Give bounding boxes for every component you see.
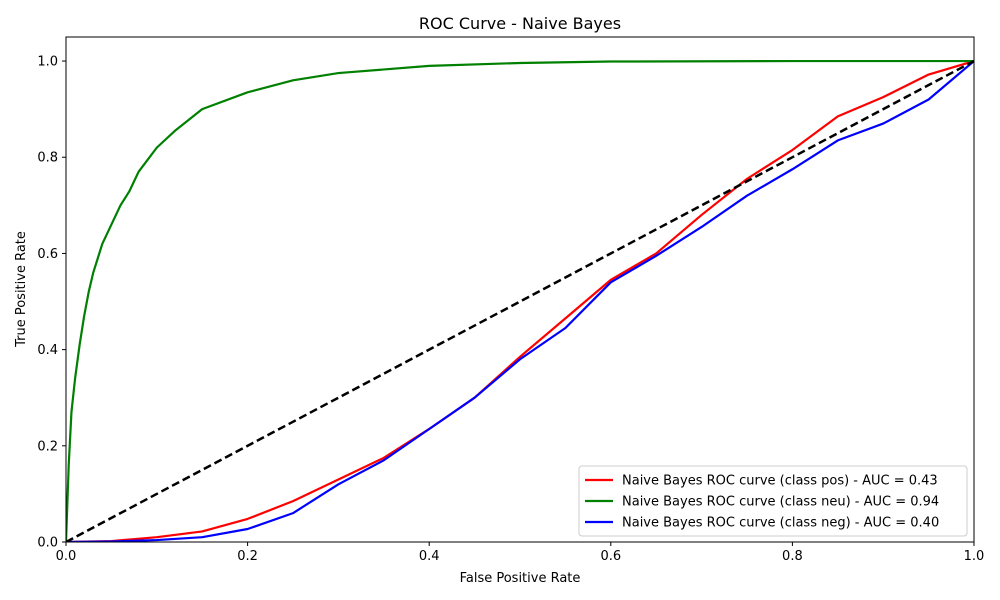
series-line-1 bbox=[66, 59, 974, 542]
legend-label: Naive Bayes ROC curve (class pos) - AUC … bbox=[622, 474, 938, 489]
y-axis-label: True Positive Rate bbox=[14, 231, 29, 348]
series-line-2 bbox=[66, 60, 974, 542]
legend-box bbox=[578, 465, 968, 537]
chance-diagonal-line bbox=[66, 59, 974, 542]
y-tick-label: 0.8 bbox=[37, 151, 58, 166]
y-tick-label: 0.0 bbox=[37, 536, 58, 551]
y-axis-ticks: 0.0 0.2 0.4 0.6 0.8 1.0 bbox=[37, 55, 66, 551]
x-tick-label: 0.0 bbox=[56, 549, 77, 564]
x-tick-label: 0.2 bbox=[237, 549, 258, 564]
x-axis-ticks: 0.0 0.2 0.4 0.6 0.8 1.0 bbox=[56, 542, 985, 564]
series-line-0 bbox=[66, 59, 974, 542]
y-tick-label: 0.6 bbox=[37, 247, 58, 262]
y-tick-label: 0.2 bbox=[37, 439, 58, 454]
legend-label: Naive Bayes ROC curve (class neu) - AUC … bbox=[622, 495, 939, 510]
x-tick-label: 0.4 bbox=[419, 549, 440, 564]
x-tick-label: 1.0 bbox=[964, 549, 985, 564]
x-axis-label: False Positive Rate bbox=[460, 571, 581, 586]
axes-frame bbox=[65, 36, 975, 543]
chart-title: ROC Curve - Naive Bayes bbox=[419, 14, 621, 33]
legend: Naive Bayes ROC curve (class pos) - AUC … bbox=[578, 465, 968, 537]
plot-area bbox=[65, 36, 975, 543]
x-tick-label: 0.8 bbox=[782, 549, 803, 564]
y-tick-label: 0.4 bbox=[37, 343, 58, 358]
y-tick-label: 1.0 bbox=[37, 55, 58, 70]
x-tick-label: 0.6 bbox=[600, 549, 621, 564]
legend-label: Naive Bayes ROC curve (class neg) - AUC … bbox=[622, 516, 939, 531]
